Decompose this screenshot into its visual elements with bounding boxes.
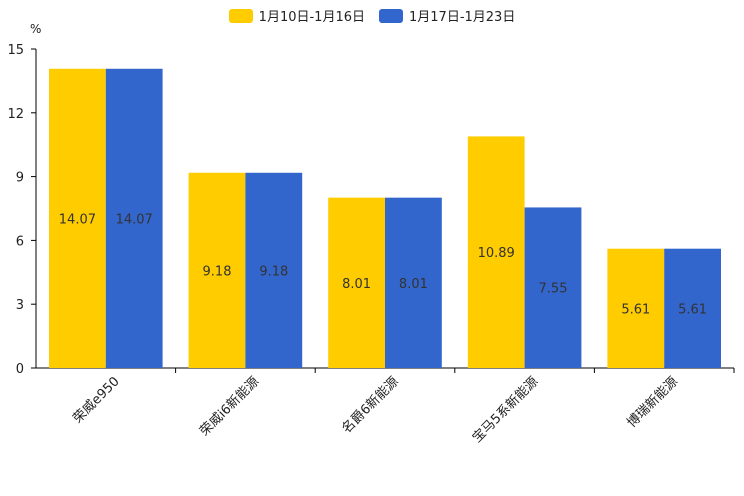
data-label-1-0: 14.07 [59, 212, 96, 227]
legend-label-series-1: 1月10日-1月16日 [258, 10, 365, 25]
bar-1-4 [607, 248, 665, 368]
x-category-label-4: 博瑞新能源 [624, 374, 681, 431]
bar-1-3 [467, 136, 525, 368]
data-label-2-1: 9.18 [259, 264, 288, 279]
bar-2-1 [245, 172, 303, 368]
x-category-label-2: 名爵6新能源 [339, 374, 402, 437]
data-label-1-2: 8.01 [342, 277, 371, 292]
legend: 1月10日-1月16日 1月17日-1月23日 [0, 6, 744, 25]
y-tick-label-5: 15 [7, 43, 24, 58]
legend-item-series-2[interactable]: 1月17日-1月23日 [379, 6, 515, 25]
x-category-label-1: 荣威i6新能源 [197, 374, 263, 440]
y-tick-label-2: 6 [16, 234, 24, 249]
data-label-2-0: 14.07 [116, 212, 153, 227]
y-tick-label-4: 12 [7, 107, 24, 122]
bar-2-0 [105, 68, 163, 368]
bar-1-2 [328, 197, 385, 368]
bar-2-3 [524, 207, 582, 368]
bar-2-4 [664, 248, 721, 368]
data-label-2-3: 7.55 [539, 282, 568, 297]
bar-1-0 [49, 68, 106, 368]
legend-swatch-series-2 [379, 8, 403, 23]
x-category-label-0: 荣威e950 [70, 374, 122, 426]
x-category-label-3: 宝马5系新能源 [469, 374, 541, 446]
data-label-2-2: 8.01 [399, 277, 428, 292]
legend-label-series-2: 1月17日-1月23日 [409, 10, 516, 25]
legend-item-series-1[interactable]: 1月10日-1月16日 [228, 6, 365, 25]
y-axis-unit: % [30, 22, 42, 36]
y-tick-label-1: 3 [16, 298, 24, 313]
y-tick-label-3: 9 [16, 171, 24, 186]
y-tick-label-0: 0 [16, 362, 24, 377]
data-label-1-4: 5.61 [621, 302, 650, 317]
legend-swatch-series-1 [228, 8, 253, 23]
bar-1-1 [188, 172, 246, 368]
bar-2-2 [385, 197, 442, 368]
data-label-1-1: 9.18 [203, 264, 232, 279]
data-label-1-3: 10.89 [478, 246, 515, 261]
data-label-2-4: 5.61 [678, 302, 707, 317]
